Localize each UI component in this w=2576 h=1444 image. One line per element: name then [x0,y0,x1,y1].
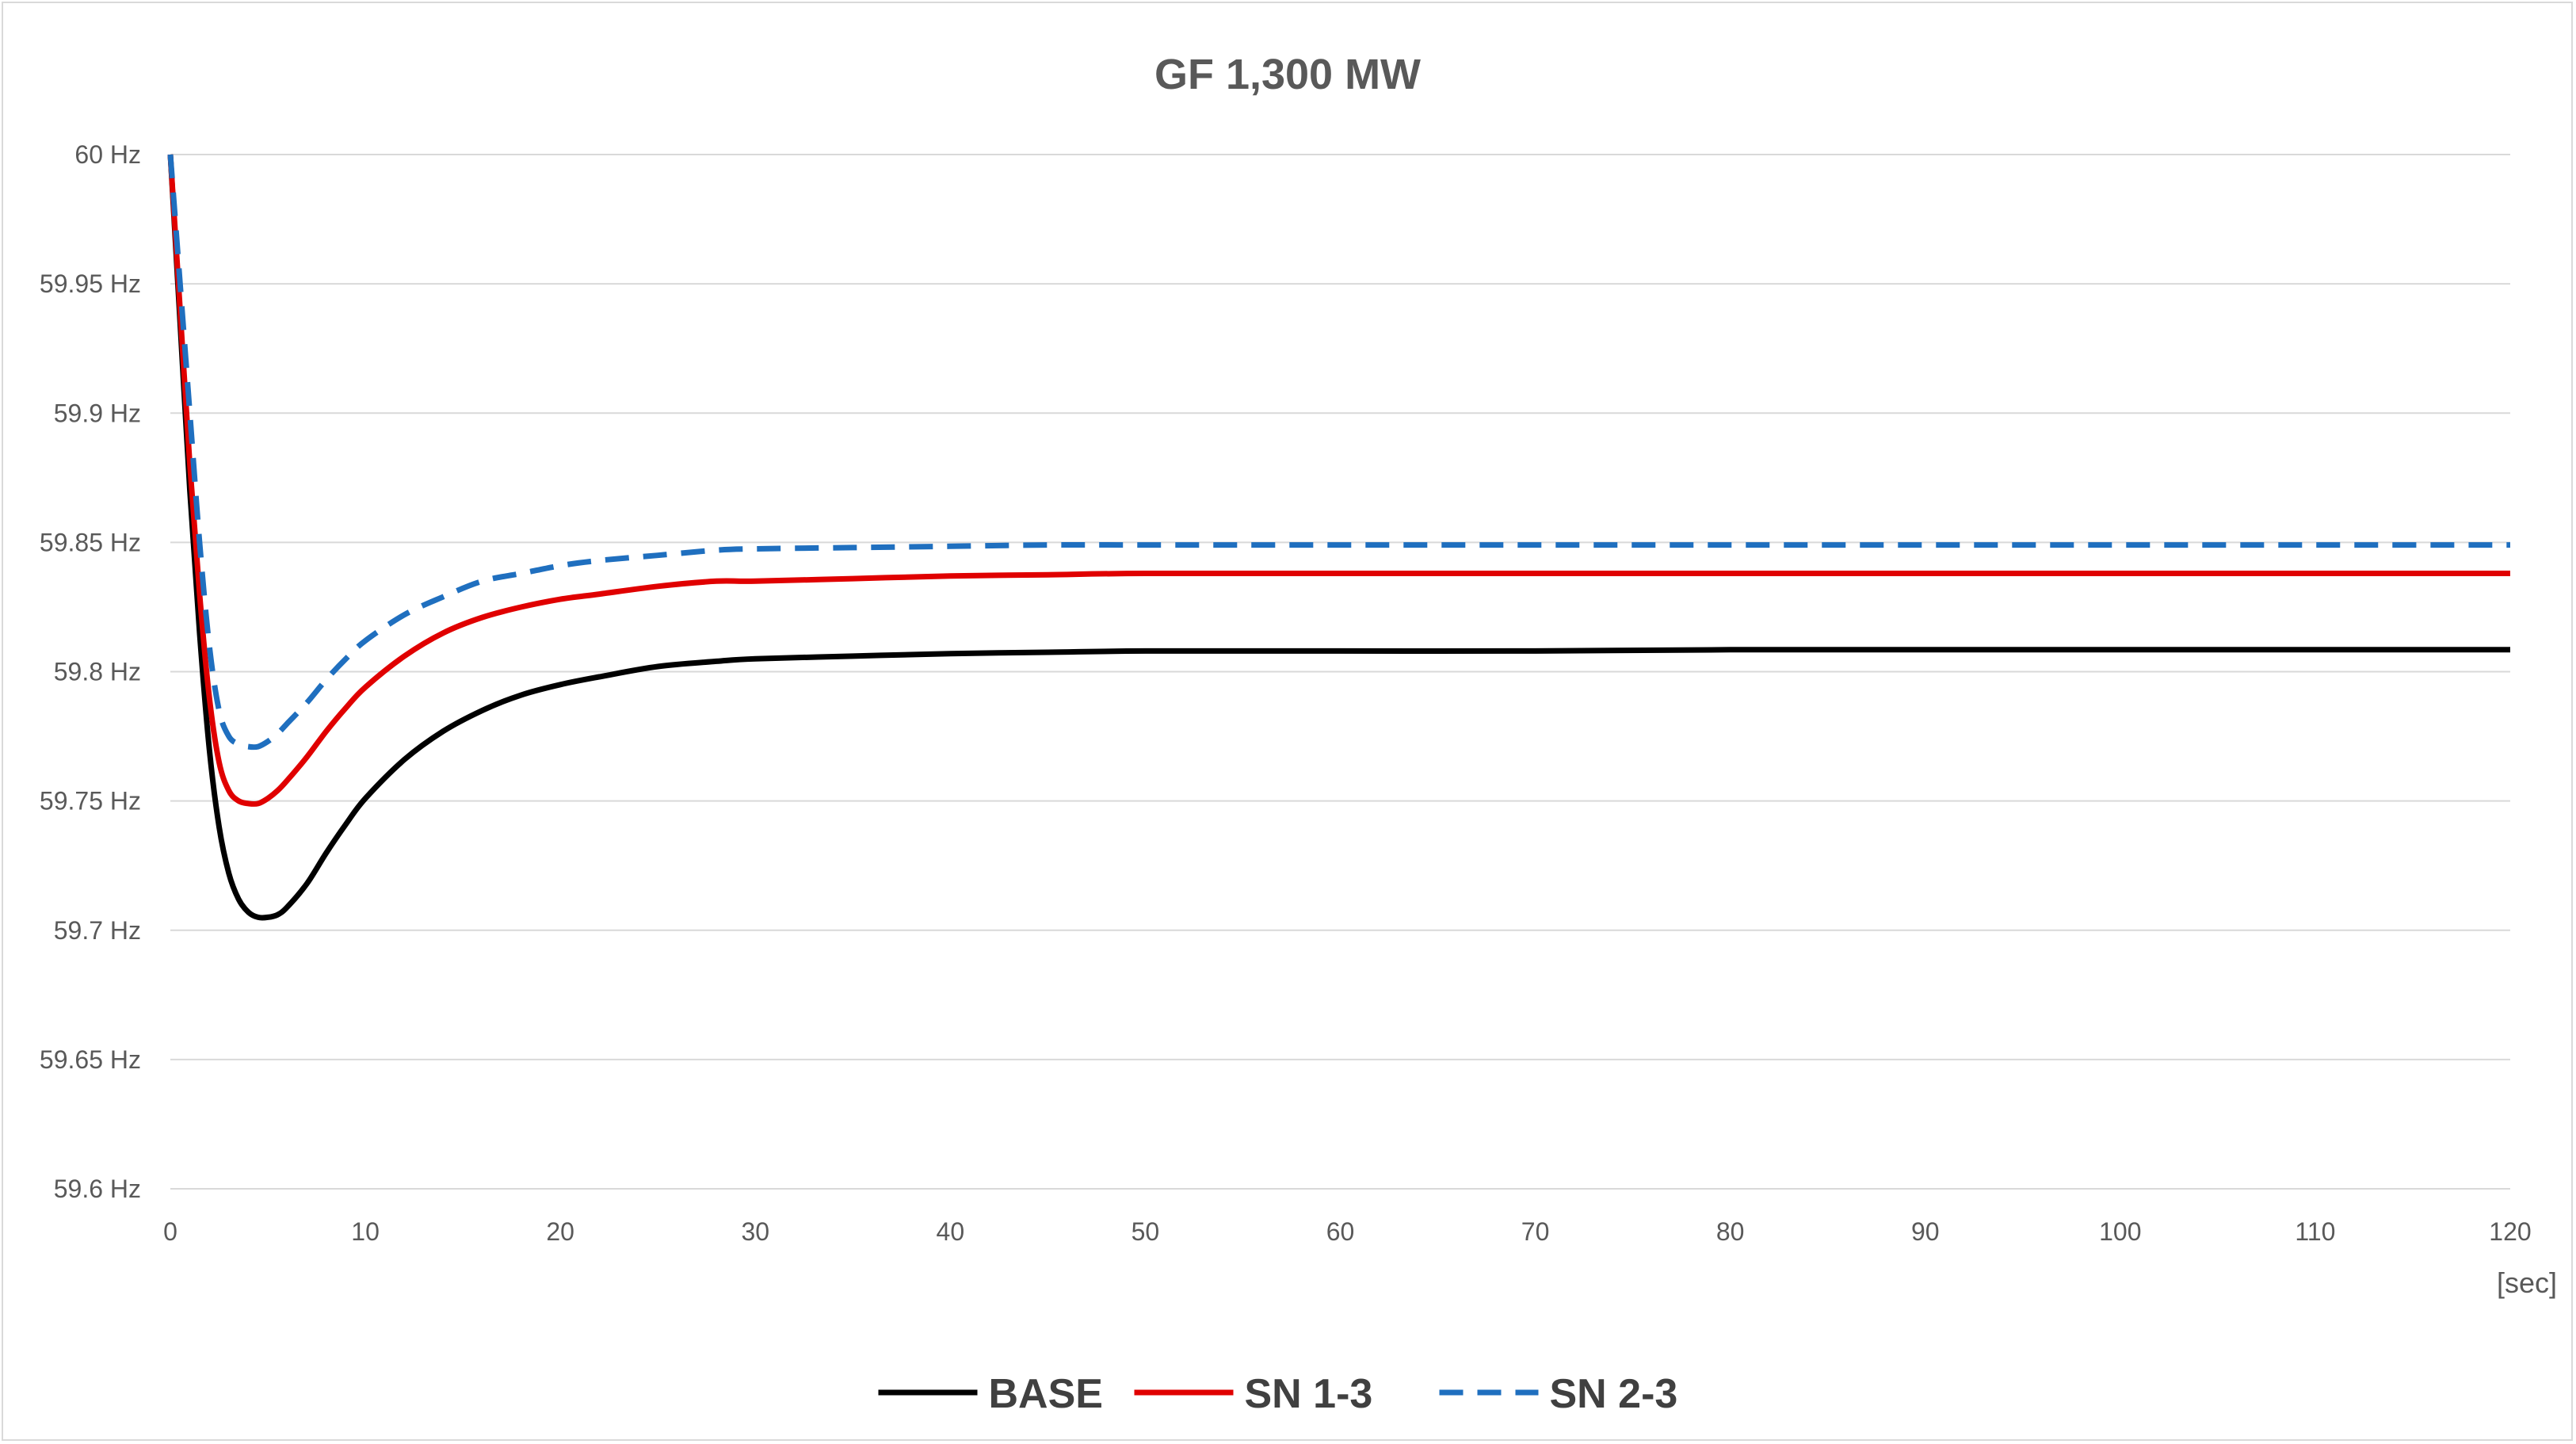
y-tick-label: 59.6 Hz [54,1175,141,1203]
y-tick-label: 59.75 Hz [40,787,141,816]
legend-label-sn-1-3: SN 1-3 [1245,1371,1373,1417]
x-tick-label: 110 [2295,1217,2335,1246]
x-tick-label: 120 [2489,1217,2531,1246]
y-tick-label: 59.9 Hz [54,399,141,427]
x-tick-label: 100 [2099,1217,2141,1246]
y-tick-label: 59.7 Hz [54,916,141,945]
legend-label-sn-2-3: SN 2-3 [1550,1371,1678,1417]
x-tick-label: 90 [1911,1217,1940,1246]
y-tick-label: 59.65 Hz [40,1045,141,1074]
y-tick-label: 59.95 Hz [40,269,141,298]
y-tick-label: 59.85 Hz [40,528,141,556]
series-line-sn-1-3 [167,154,2510,808]
x-tick-label: 50 [1132,1217,1160,1246]
x-tick-label: 0 [163,1217,177,1246]
legend-label-base: BASE [989,1371,1103,1417]
x-tick-label: 30 [741,1217,769,1246]
y-axis-ticks: 59.6 Hz 59.65 Hz 59.7 Hz 59.75 Hz 59.8 Hz 59.… [40,140,141,1203]
x-tick-label: 20 [546,1217,574,1246]
series-line-sn-2-3 [167,154,2510,751]
x-axis-unit: [sec] [2497,1266,2557,1299]
series-lines [167,154,2510,921]
series-line-base [167,154,2510,921]
x-tick-label: 10 [351,1217,380,1246]
y-tick-label: 59.8 Hz [54,658,141,686]
gridlines [170,154,2510,1190]
x-tick-label: 80 [1716,1217,1745,1246]
x-tick-label: 60 [1326,1217,1355,1246]
x-tick-label: 70 [1521,1217,1550,1246]
y-tick-label: 60 Hz [74,140,141,169]
legend: BASE SN 1-3 SN 2-3 [878,1371,1678,1417]
x-tick-label: 40 [937,1217,965,1246]
x-axis-ticks: 0 10 20 30 40 50 60 70 80 90 100 110 120 [163,1217,2532,1246]
chart-title: GF 1,300 MW [1154,51,1421,98]
